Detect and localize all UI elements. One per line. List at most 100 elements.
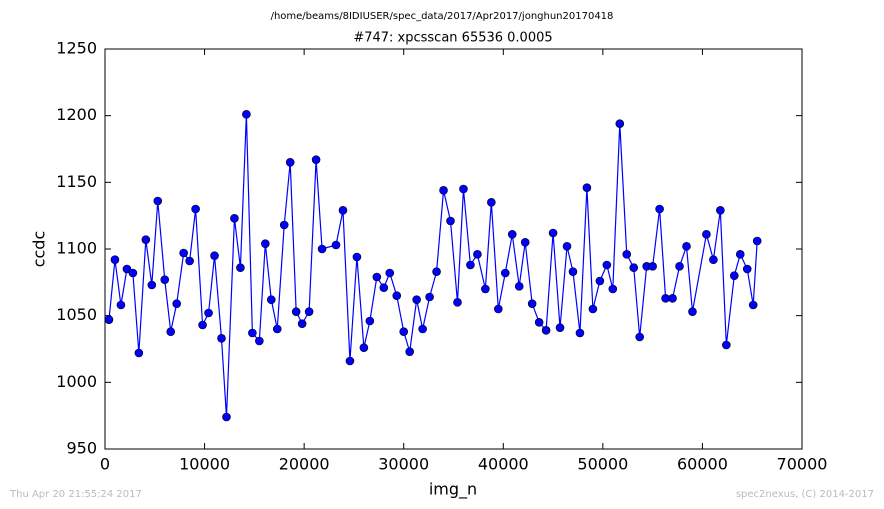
- data-point: [122, 264, 132, 274]
- data-point: [345, 356, 355, 366]
- data-point: [255, 336, 264, 346]
- data-point: [682, 242, 691, 251]
- data-point: [709, 255, 718, 264]
- y-axis-label: ccdc: [30, 231, 49, 268]
- data-point: [453, 298, 462, 307]
- data-point: [748, 300, 758, 310]
- data-point: [385, 268, 395, 278]
- data-point: [514, 282, 524, 291]
- data-point: [116, 300, 126, 310]
- data-point: [352, 252, 362, 262]
- data-point: [562, 242, 572, 251]
- data-point: [568, 267, 578, 276]
- data-point: [179, 248, 188, 258]
- data-point: [272, 324, 282, 334]
- data-point: [104, 315, 114, 324]
- data-point: [230, 214, 239, 223]
- data-point: [285, 158, 295, 167]
- data-point: [534, 318, 544, 327]
- data-point: [432, 267, 441, 276]
- data-point: [365, 316, 375, 326]
- x-tick-label: 30000: [378, 455, 429, 474]
- data-point: [359, 343, 369, 352]
- data-point: [595, 276, 605, 286]
- data-point: [582, 183, 592, 192]
- data-point: [629, 263, 639, 272]
- data-point: [317, 244, 327, 254]
- data-point: [405, 347, 414, 356]
- data-point: [655, 204, 664, 214]
- data-point: [261, 239, 270, 248]
- data-point: [185, 256, 194, 266]
- y-tick-label: 950: [66, 439, 97, 458]
- data-point: [722, 340, 731, 350]
- data-point: [459, 184, 468, 194]
- data-point: [520, 238, 530, 247]
- data-point: [291, 307, 301, 316]
- data-point: [217, 334, 226, 343]
- data-point: [160, 275, 170, 284]
- data-point: [147, 280, 157, 290]
- data-point: [555, 323, 565, 332]
- data-point: [166, 327, 176, 336]
- data-point: [418, 324, 427, 334]
- data-point: [752, 236, 762, 246]
- data-point: [153, 196, 163, 206]
- data-point: [297, 319, 307, 328]
- suptitle: /home/beams/8IDIUSER/spec_data/2017/Apr2…: [271, 11, 614, 22]
- data-point: [615, 119, 625, 128]
- data-point: [729, 271, 739, 280]
- y-tick-label: 1050: [56, 305, 97, 324]
- x-tick-label: 70000: [777, 455, 828, 474]
- series-line: [108, 114, 758, 418]
- data-point: [622, 250, 632, 259]
- data-point: [735, 250, 745, 259]
- data-point: [648, 262, 657, 271]
- data-point: [588, 304, 598, 314]
- data-point: [412, 295, 421, 304]
- y-tick-label: 1250: [56, 39, 97, 58]
- data-point: [338, 206, 348, 215]
- data-point: [446, 216, 455, 226]
- data-point: [191, 204, 200, 214]
- data-point: [742, 264, 752, 274]
- data-point: [204, 308, 213, 318]
- data-point: [439, 186, 448, 195]
- x-tick-label: 20000: [279, 455, 330, 474]
- data-point: [242, 110, 251, 119]
- data-point: [466, 260, 475, 270]
- data-point: [266, 295, 276, 304]
- data-point: [702, 230, 711, 239]
- data-point: [575, 328, 585, 338]
- data-point: [210, 251, 219, 260]
- data-point: [222, 412, 231, 422]
- data-point: [311, 155, 321, 164]
- data-point: [548, 228, 558, 238]
- data-point: [248, 328, 257, 338]
- data-point: [602, 260, 612, 270]
- y-tick-label: 1000: [56, 372, 97, 391]
- data-point: [304, 307, 314, 316]
- data-point: [110, 255, 120, 264]
- x-tick-label: 40000: [478, 455, 529, 474]
- data-point: [372, 272, 382, 282]
- data-point: [141, 235, 151, 244]
- data-point: [392, 291, 402, 300]
- chart-title: #747: xpcsscan 65536 0.0005: [353, 31, 552, 46]
- data-point: [473, 250, 482, 259]
- data-point: [668, 294, 677, 303]
- data-point: [688, 307, 697, 316]
- x-tick-label: 60000: [677, 455, 728, 474]
- data-point: [494, 304, 503, 314]
- x-tick-label: 50000: [577, 455, 628, 474]
- data-point: [608, 284, 618, 294]
- y-tick-label: 1200: [56, 105, 97, 124]
- data-point: [527, 299, 537, 308]
- data-point: [128, 268, 138, 278]
- data-point: [172, 299, 181, 308]
- data-point: [507, 230, 517, 239]
- x-axis-label: img_n: [429, 480, 477, 500]
- data-point: [198, 320, 207, 330]
- x-tick-label: 10000: [179, 455, 230, 474]
